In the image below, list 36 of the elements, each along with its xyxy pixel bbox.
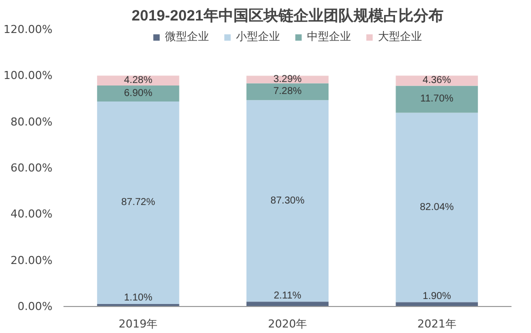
data-label: 4.36% xyxy=(422,75,452,86)
data-label: 3.29% xyxy=(273,74,302,86)
data-label: 7.28% xyxy=(273,86,302,98)
bar xyxy=(396,302,478,306)
data-label: 1.10% xyxy=(124,292,152,304)
bar xyxy=(97,86,180,102)
y-tick-label: 80.00% xyxy=(10,115,53,128)
bar xyxy=(246,83,329,100)
y-tick-label: 100.00% xyxy=(4,69,53,82)
data-label: 1.90% xyxy=(422,290,452,302)
data-label: 87.72% xyxy=(121,197,156,208)
y-tick-label: 60.00% xyxy=(10,162,53,174)
legend-label: 小型企业 xyxy=(236,30,280,44)
bar xyxy=(396,112,478,302)
legend-label: 中型企业 xyxy=(307,30,351,44)
y-tick-label: 20.00% xyxy=(10,254,53,267)
legend-label: 微型企业 xyxy=(165,30,209,44)
x-tick-label: 2020年 xyxy=(268,318,308,330)
bar xyxy=(246,302,329,306)
data-label: 11.70% xyxy=(420,94,454,105)
y-tick-label: 0.00% xyxy=(18,300,53,313)
y-tick-label: 120.00% xyxy=(4,23,53,36)
data-label: 6.90% xyxy=(124,88,152,100)
data-label: 82.04% xyxy=(420,202,454,213)
legend-label: 大型企业 xyxy=(378,30,422,44)
data-label: 87.30% xyxy=(270,195,305,206)
bar xyxy=(396,86,478,113)
x-tick-label: 2021年 xyxy=(417,318,456,330)
data-label: 2.11% xyxy=(274,290,302,302)
chart-title: 2019-2021年中国区块链企业团队规模占比分布 xyxy=(132,8,444,24)
x-tick-label: 2019年 xyxy=(118,318,158,330)
bar xyxy=(97,101,180,304)
y-tick-label: 40.00% xyxy=(10,208,53,221)
bar xyxy=(246,100,329,302)
bar xyxy=(246,76,329,84)
data-label: 4.28% xyxy=(124,75,152,86)
